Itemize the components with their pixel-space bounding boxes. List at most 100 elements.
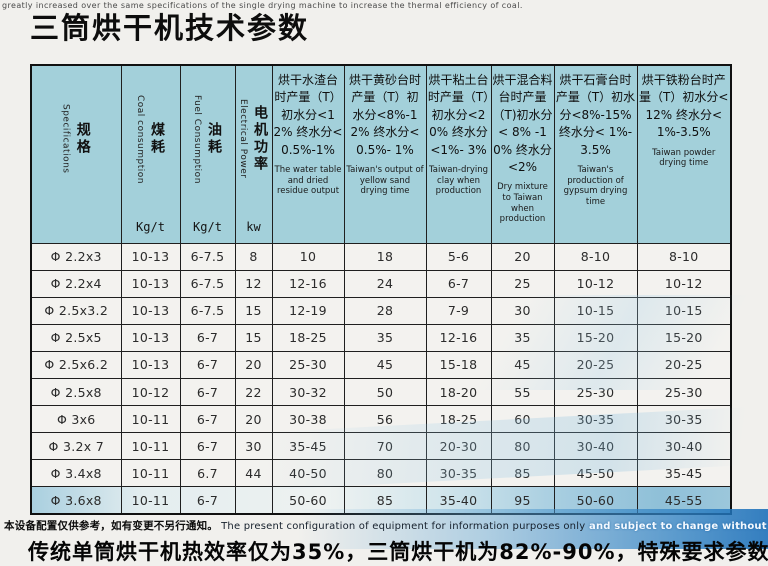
value-cell: 20 [234, 350, 273, 379]
col-en-label: Taiwan's production of gypsum drying tim… [563, 164, 628, 207]
value-cell: 6-7.5 [179, 269, 236, 298]
value-cell: 20-25 [553, 350, 638, 379]
col-cn-label: 电机功率 [251, 105, 268, 173]
value-cell: 30-40 [636, 432, 732, 461]
value-cell: 80 [343, 459, 427, 488]
table-row: Φ 2.2x4 10-13 6-7.5 12 12-16 24 6-7 25 10-12 10-1… [30, 269, 732, 298]
value-cell: 12-19 [271, 296, 345, 325]
col-cn-label: 油耗 [205, 122, 222, 156]
col-en-label: Dry mixture to Taiwan when production [497, 182, 548, 225]
value-cell: 35-45 [271, 432, 345, 461]
spec-cell: Φ 3.6x8 [30, 486, 122, 515]
value-cell: 6-7 [179, 323, 236, 352]
value-cell: 6-7 [179, 432, 236, 461]
value-cell: 55 [490, 377, 555, 407]
header-row: Specifications 规格 Coal consumption 煤耗 Kg… [30, 64, 732, 244]
footnote-english-tail: and subject to change without notice. [588, 521, 768, 532]
value-cell: 24 [343, 269, 427, 298]
col-header-specifications: Specifications 规格 [30, 64, 122, 244]
col-cn-label: 规格 [74, 122, 91, 156]
value-cell: 8-10 [553, 242, 638, 271]
value-cell: 8 [234, 242, 273, 271]
bottom-cutoff-text: 传统单筒烘干机热效率仅为35%，三筒烘干机为82%-90%，特殊要求参数相应变动 [28, 540, 768, 564]
value-cell: 10-11 [120, 459, 181, 488]
footnote-chinese: 本设备配置仅供参考，如有变更不另行通知。 [4, 520, 218, 532]
spec-cell: Φ 3.2x 7 [30, 432, 122, 461]
value-cell: 30-40 [553, 432, 638, 461]
value-cell: 10-13 [120, 296, 181, 325]
value-cell: 10-13 [120, 242, 181, 271]
col-en-label: Taiwan powder drying time [652, 147, 716, 169]
value-cell: 10-12 [553, 269, 638, 298]
col-en-label: The water table and dried residue output [274, 164, 342, 197]
value-cell: 10 [271, 242, 345, 271]
value-cell: 45 [490, 350, 555, 379]
value-cell: 20 [234, 405, 273, 434]
value-cell: 80 [490, 432, 555, 461]
value-cell: 85 [490, 459, 555, 488]
value-cell: 50 [343, 377, 427, 407]
value-cell: 10-11 [120, 405, 181, 434]
table-row: Φ 3.2x 710-116-73035-457020-308030-4030-… [30, 432, 732, 461]
col-header-iron-powder-output: 烘干铁粉台时产量（T）初水分<12% 终水分<1%-3.5% Taiwan po… [636, 64, 732, 244]
value-cell: 12-16 [271, 269, 345, 298]
value-cell: 6-7 [425, 269, 492, 298]
value-cell: 40-50 [271, 459, 345, 488]
value-cell: 10-11 [120, 486, 181, 515]
col-cn-label: 烘干黄砂台时产量（T）初水分<8%-12% 终水分< 0.5%- 1% [348, 73, 421, 157]
col-header-electrical-power: Electrical Power 电机功率 kw [234, 64, 273, 244]
value-cell: 6-7.5 [179, 242, 236, 271]
value-cell: 35-45 [636, 459, 732, 488]
parameters-table: Specifications 规格 Coal consumption 煤耗 Kg… [30, 64, 732, 515]
col-unit: Kg/t [136, 219, 165, 234]
value-cell: 6-7 [179, 377, 236, 407]
col-en-label: Fuel Consumption [191, 94, 202, 184]
col-header-clay-output: 烘干粘土台时产量（T）初水分<20% 终水分<1%- 3% Taiwan-dry… [425, 64, 492, 244]
table-row: Φ 2.2x3 10-13 6-7.5 8 10 18 5-6 20 8-10 8-10 [30, 242, 732, 271]
value-cell [234, 486, 273, 515]
spec-cell: Φ 3x6 [30, 405, 122, 434]
col-header-fuel-consumption: Fuel Consumption 油耗 Kg/t [179, 64, 236, 244]
value-cell: 35 [490, 323, 555, 352]
col-en-label: Specifications [60, 104, 71, 174]
value-cell: 10-13 [120, 323, 181, 352]
footnote-english: The present configuration of equipment f… [221, 521, 586, 532]
wave-decoration-upper [430, 295, 768, 390]
value-cell: 28 [343, 296, 427, 325]
spec-cell: Φ 2.5x6.2 [30, 350, 122, 379]
page-top-caption: greatly increased over the same specific… [2, 1, 523, 10]
page-title-chinese: 三筒烘干机技术参数 [30, 11, 310, 45]
col-cn-label: 烘干铁粉台时产量（T）初水分<12% 终水分<1%-3.5% [639, 73, 729, 140]
value-cell: 56 [343, 405, 427, 434]
value-cell: 44 [234, 459, 273, 488]
col-unit: kw [246, 219, 261, 234]
value-cell: 22 [234, 377, 273, 407]
value-cell: 10-12 [636, 269, 732, 298]
value-cell: 45-50 [553, 459, 638, 488]
value-cell: 25-30 [271, 350, 345, 379]
wave-decoration-corner [298, 509, 768, 549]
value-cell: 6-7 [179, 405, 236, 434]
value-cell: 20-30 [425, 432, 492, 461]
value-cell: 15-20 [553, 323, 638, 352]
value-cell: 35 [343, 323, 427, 352]
col-unit: Kg/t [193, 219, 222, 234]
value-cell: 15 [234, 323, 273, 352]
value-cell: 10-11 [120, 432, 181, 461]
value-cell: 25-30 [636, 377, 732, 407]
value-cell: 25-30 [553, 377, 638, 407]
col-header-yellow-sand-output: 烘干黄砂台时产量（T）初水分<8%-12% 终水分< 0.5%- 1% Taiw… [343, 64, 427, 244]
spec-cell: Φ 2.5x5 [30, 323, 122, 352]
value-cell: 10-12 [120, 377, 181, 407]
value-cell: 6-7 [179, 350, 236, 379]
value-cell: 6-7.5 [179, 296, 236, 325]
col-en-label: Electrical Power [237, 99, 248, 179]
value-cell: 25 [490, 269, 555, 298]
value-cell: 8-10 [636, 242, 732, 271]
value-cell: 18-25 [425, 405, 492, 434]
col-cn-label: 煤耗 [148, 122, 165, 156]
value-cell: 18 [343, 242, 427, 271]
table-row: Φ 3.4x810-116.74440-508030-358545-5035-4… [30, 459, 732, 488]
col-header-coal-consumption: Coal consumption 煤耗 Kg/t [120, 64, 181, 244]
